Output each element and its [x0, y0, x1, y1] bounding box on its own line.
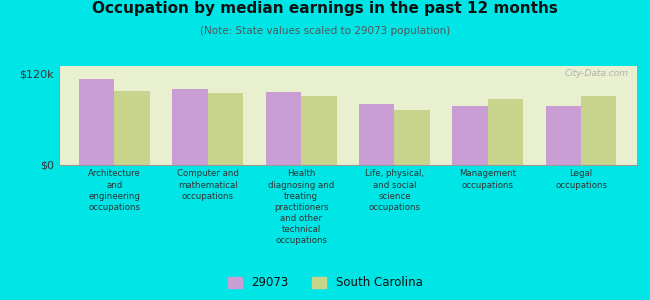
Text: Computer and
mathematical
occupations: Computer and mathematical occupations — [177, 169, 239, 201]
Legend: 29073, South Carolina: 29073, South Carolina — [223, 272, 427, 294]
Bar — [545, 106, 581, 165]
Bar — [395, 110, 430, 165]
Bar — [452, 106, 488, 165]
Bar — [114, 91, 150, 165]
Text: Health
diagnosing and
treating
practitioners
and other
technical
occupations: Health diagnosing and treating practitio… — [268, 169, 334, 245]
Bar — [172, 89, 208, 165]
Bar — [359, 104, 395, 165]
Text: Legal
occupations: Legal occupations — [555, 169, 607, 190]
Bar — [581, 96, 616, 165]
Text: (Note: State values scaled to 29073 population): (Note: State values scaled to 29073 popu… — [200, 26, 450, 35]
Bar — [266, 92, 301, 165]
Bar — [301, 97, 337, 165]
Text: Occupation by median earnings in the past 12 months: Occupation by median earnings in the pas… — [92, 2, 558, 16]
Text: Management
occupations: Management occupations — [459, 169, 516, 190]
Text: Life, physical,
and social
science
occupations: Life, physical, and social science occup… — [365, 169, 424, 212]
Text: Architecture
and
engineering
occupations: Architecture and engineering occupations — [88, 169, 141, 212]
Bar — [488, 99, 523, 165]
Text: City-Data.com: City-Data.com — [564, 69, 629, 78]
Bar — [79, 79, 114, 165]
Bar — [208, 93, 243, 165]
